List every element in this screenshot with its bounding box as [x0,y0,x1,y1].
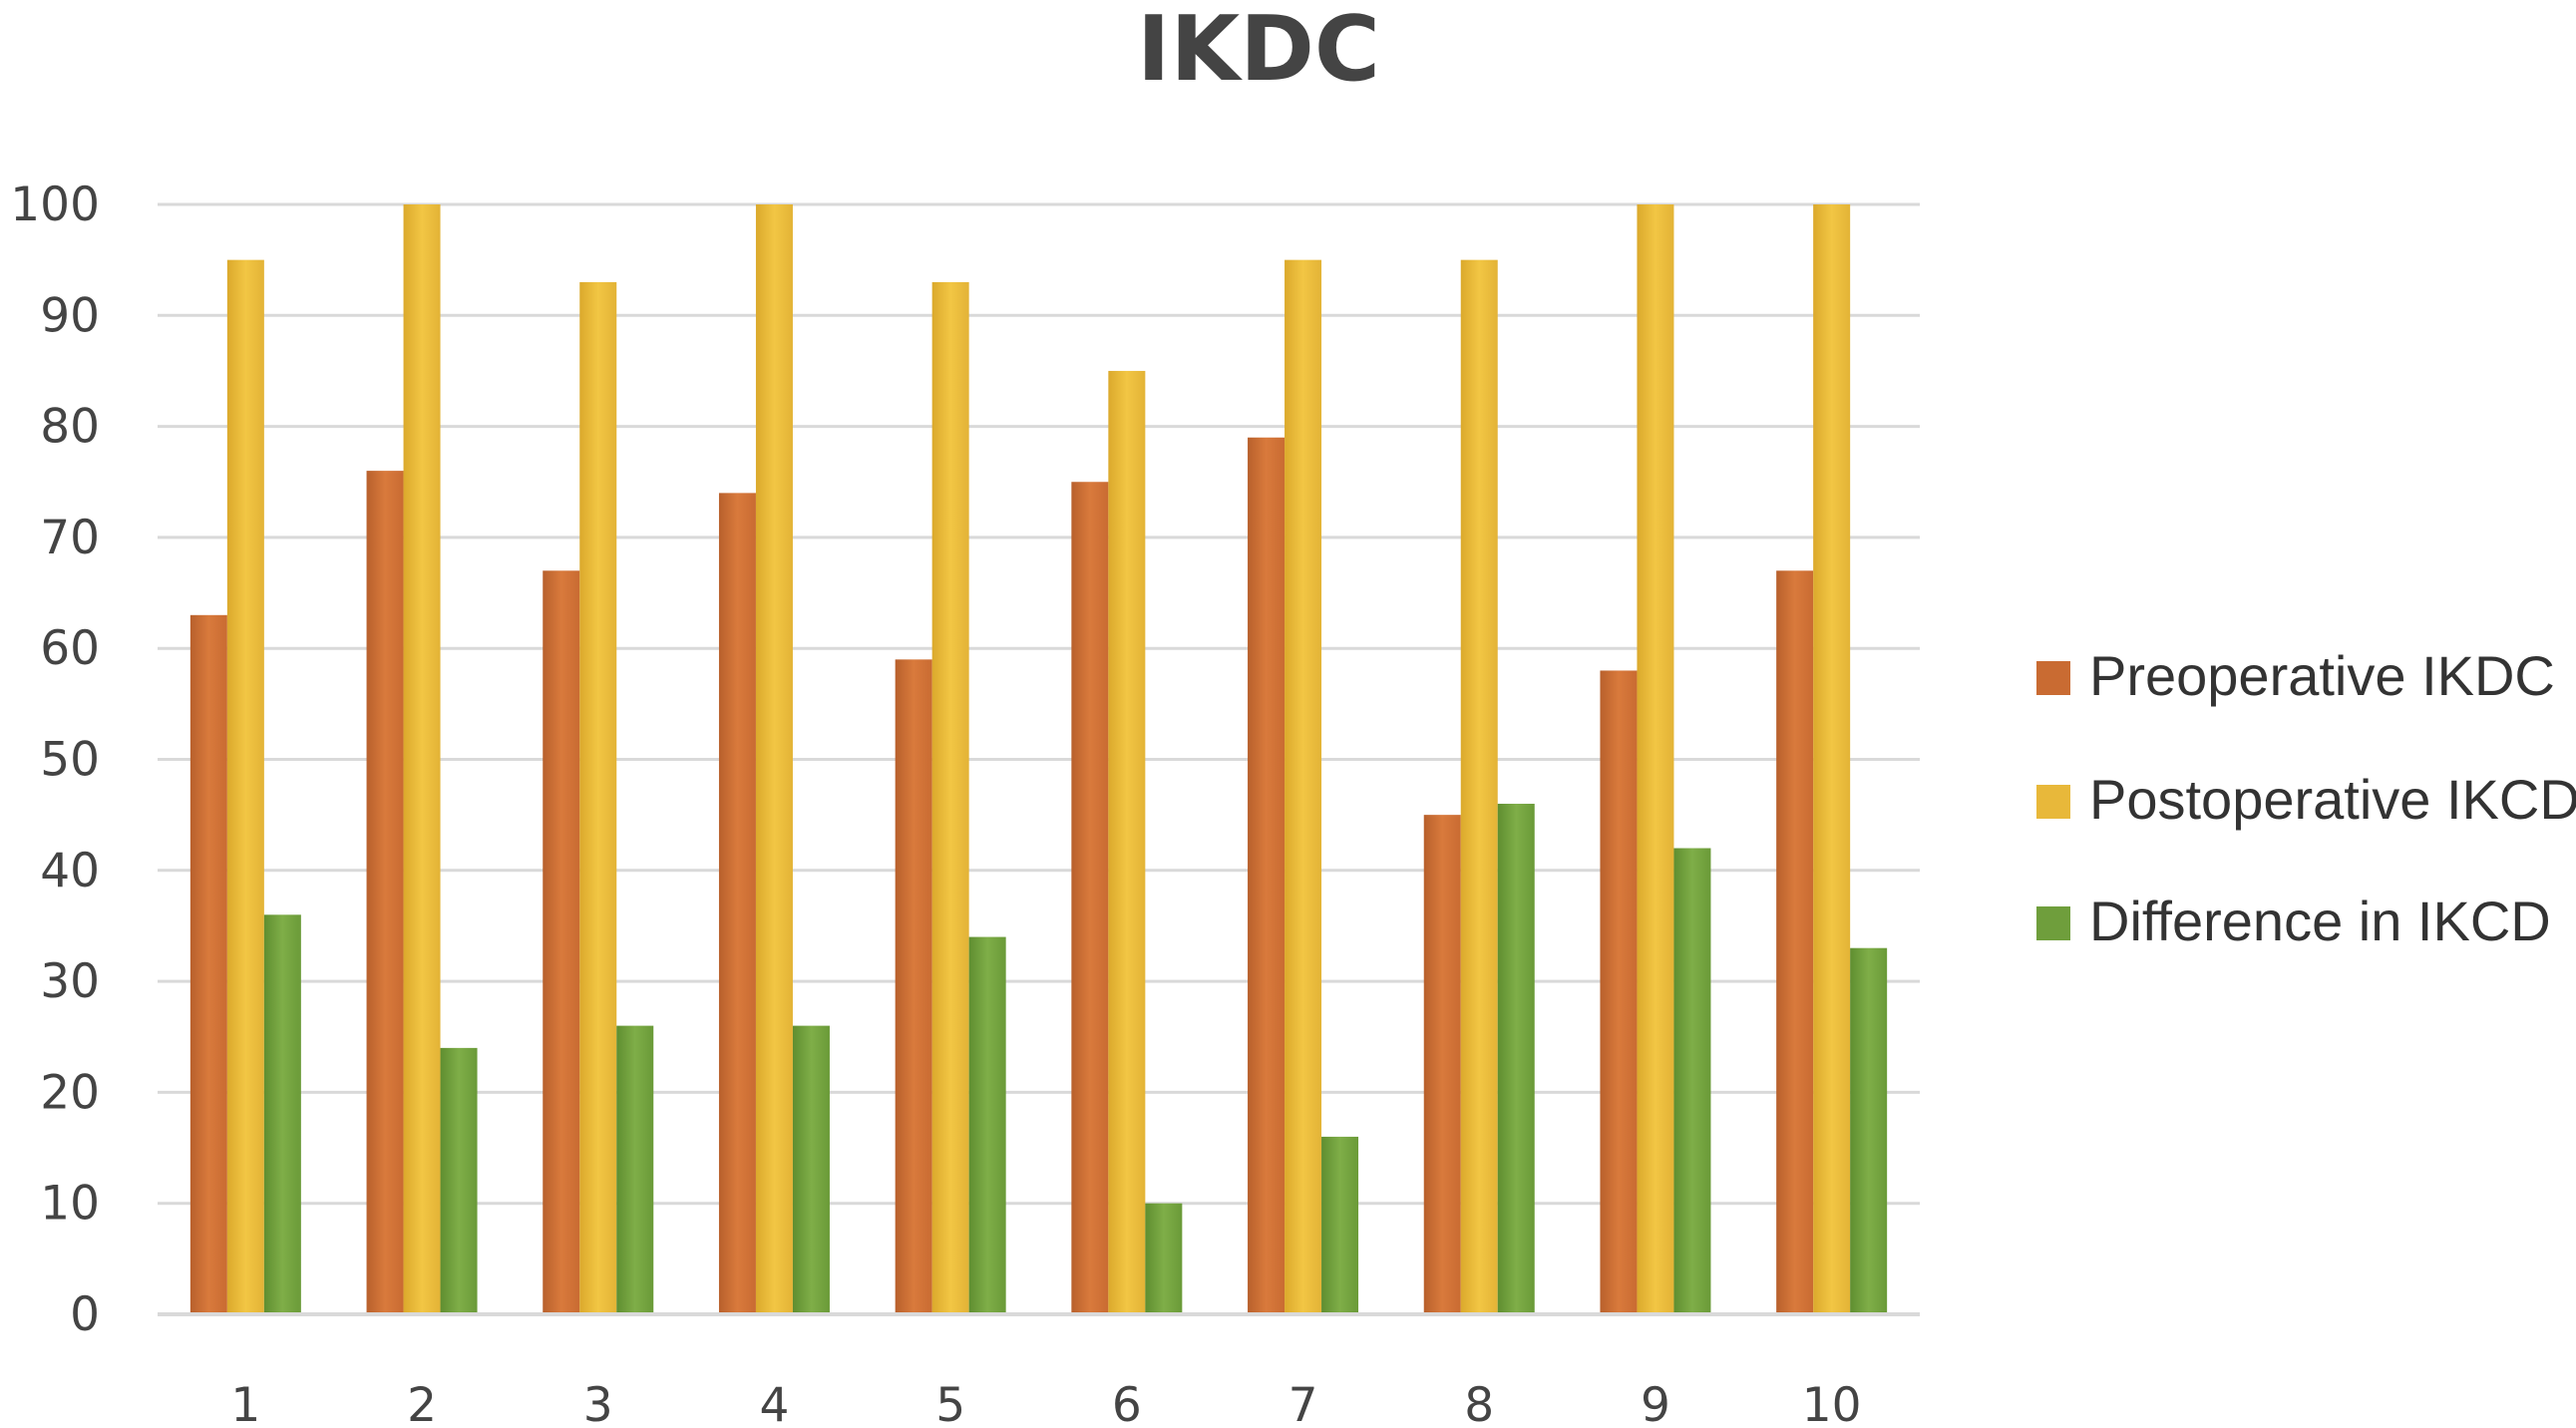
y-tick-label: 90 [40,288,100,343]
bar-postoperative [931,281,969,1314]
x-tick-label: 10 [1802,1378,1862,1428]
y-tick-label: 0 [70,1287,100,1342]
bar-series-group [189,204,1888,1315]
x-tick-label: 4 [759,1378,789,1428]
bar-difference [616,1025,654,1314]
x-tick-label: 7 [1288,1378,1318,1428]
legend: Preoperative IKDC Postoperative IKCD Diffe… [2036,644,2576,952]
bar-postoperative [1285,259,1322,1314]
y-axis-tick-labels: 0 10 20 30 40 50 60 70 80 90 100 [10,178,100,1342]
bar-preoperative [1776,570,1814,1314]
bar-difference [440,1047,478,1314]
y-tick-label: 60 [40,621,100,676]
bar-difference [968,936,1006,1314]
bar-difference [1321,1136,1359,1314]
legend-swatch [2036,661,2070,695]
bar-difference [1673,848,1711,1314]
bar-preoperative [1423,815,1461,1314]
bar-preoperative [366,471,404,1314]
y-tick-label: 70 [40,511,100,565]
bar-preoperative [718,493,756,1314]
bar-postoperative [1108,370,1146,1314]
bar-preoperative [895,659,932,1314]
legend-swatch [2036,785,2070,819]
x-tick-label: 9 [1641,1378,1670,1428]
bar-postoperative [1460,259,1498,1314]
bar-difference [263,914,301,1314]
y-tick-label: 20 [40,1065,100,1120]
y-tick-label: 40 [40,844,100,898]
legend-label: Preoperative IKDC [2089,644,2555,707]
bar-difference [1497,804,1535,1314]
x-tick-label: 1 [230,1378,260,1428]
bar-difference [792,1025,830,1314]
bar-preoperative [543,570,580,1314]
bar-postoperative [403,204,441,1314]
bar-postoperative [226,259,264,1314]
bar-preoperative [1071,482,1109,1314]
legend-label: Difference in IKCD [2089,890,2551,952]
bar-postoperative [1637,204,1674,1314]
x-tick-label: 8 [1464,1378,1494,1428]
x-axis-tick-labels: 1 2 3 4 5 6 7 8 9 10 [230,1378,1861,1428]
bar-postoperative [1813,204,1851,1314]
y-tick-label: 80 [40,400,100,455]
bar-preoperative [1248,437,1286,1315]
bar-postoperative [579,281,617,1314]
bar-preoperative [1600,670,1638,1314]
bar-difference [1850,947,1888,1314]
x-tick-label: 3 [583,1378,613,1428]
bar-difference [1145,1203,1183,1314]
y-tick-label: 10 [40,1177,100,1232]
legend-label: Postoperative IKCD [2089,768,2576,831]
bar-preoperative [189,614,227,1314]
legend-swatch [2036,906,2070,940]
y-tick-label: 100 [10,178,100,232]
y-tick-label: 30 [40,954,100,1009]
x-tick-label: 6 [1112,1378,1142,1428]
chart-title: IKDC [1137,0,1380,102]
bar-postoperative [755,204,793,1314]
x-tick-label: 5 [935,1378,965,1428]
y-tick-label: 50 [40,733,100,788]
x-tick-label: 2 [407,1378,437,1428]
